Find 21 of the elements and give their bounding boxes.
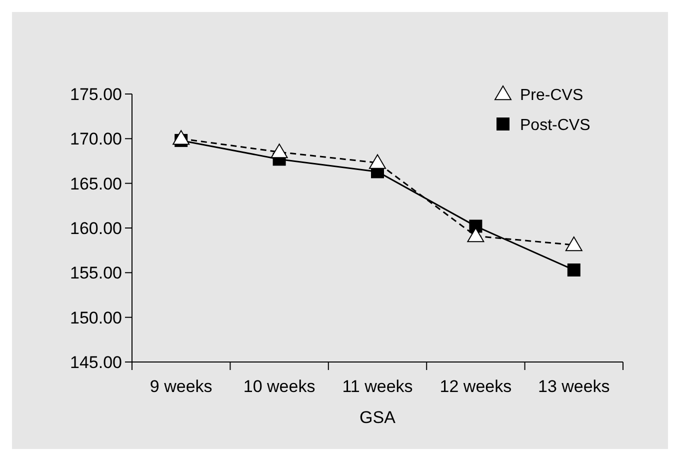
x-tick-label: 11 weeks — [342, 377, 413, 396]
x-tick-label: 9 weeks — [150, 377, 212, 396]
point — [567, 263, 580, 276]
x-tick-label: 13 weeks — [538, 377, 610, 396]
y-tick-label: 145.00 — [70, 353, 122, 372]
point — [270, 144, 288, 158]
legend-label: Pre-CVS — [520, 87, 584, 104]
y-tick-label: 150.00 — [70, 308, 122, 328]
y-tick-label: 170.00 — [70, 130, 122, 149]
point — [172, 130, 190, 145]
legend-label: Post-CVS — [520, 117, 590, 134]
y-tick-label: 155.00 — [70, 264, 122, 283]
x-axis-title: GSA — [360, 408, 396, 427]
x-tick-label: 10 weeks — [243, 377, 316, 396]
point — [369, 154, 386, 169]
point — [565, 236, 582, 252]
y-tick-label: 175.00 — [70, 85, 122, 104]
y-tick-label: 165.00 — [70, 174, 122, 194]
x-tick-label: 12 weeks — [440, 377, 512, 396]
point — [467, 228, 484, 242]
y-tick-label: 160.00 — [70, 219, 122, 238]
